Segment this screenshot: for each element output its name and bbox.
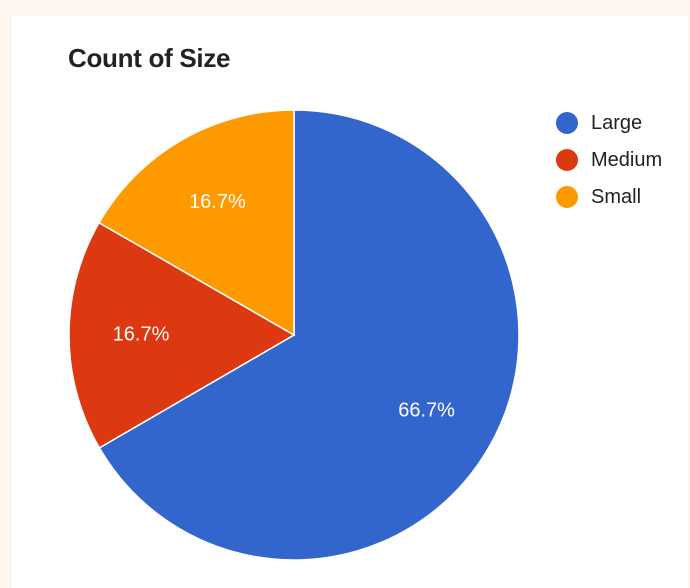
legend-swatch-large [556, 112, 578, 134]
chart-card: Count of Size 66.7% 16.7% 16.7% Large Medi… [12, 16, 688, 588]
legend-item-medium[interactable]: Medium [556, 148, 662, 172]
pie-chart: 66.7% 16.7% 16.7% [68, 109, 520, 561]
legend-item-small[interactable]: Small [556, 185, 662, 209]
pie-slice-small[interactable] [98, 109, 295, 337]
slice-label-medium: 16.7% [113, 324, 170, 346]
slice-label-small: 16.7% [189, 191, 246, 213]
legend-label-large: Large [591, 111, 643, 134]
legend-label-small: Small [591, 185, 642, 208]
pie-slice-medium[interactable] [68, 221, 296, 449]
slice-label-large: 66.7% [398, 400, 455, 422]
legend-label-medium: Medium [591, 148, 663, 171]
legend-swatch-small [556, 186, 578, 208]
pie-slice-large[interactable] [98, 109, 520, 561]
legend-swatch-medium [556, 149, 578, 171]
chart-legend: Large Medium Small [556, 111, 662, 222]
chart-title: Count of Size [68, 43, 231, 73]
legend-item-large[interactable]: Large [556, 111, 662, 135]
